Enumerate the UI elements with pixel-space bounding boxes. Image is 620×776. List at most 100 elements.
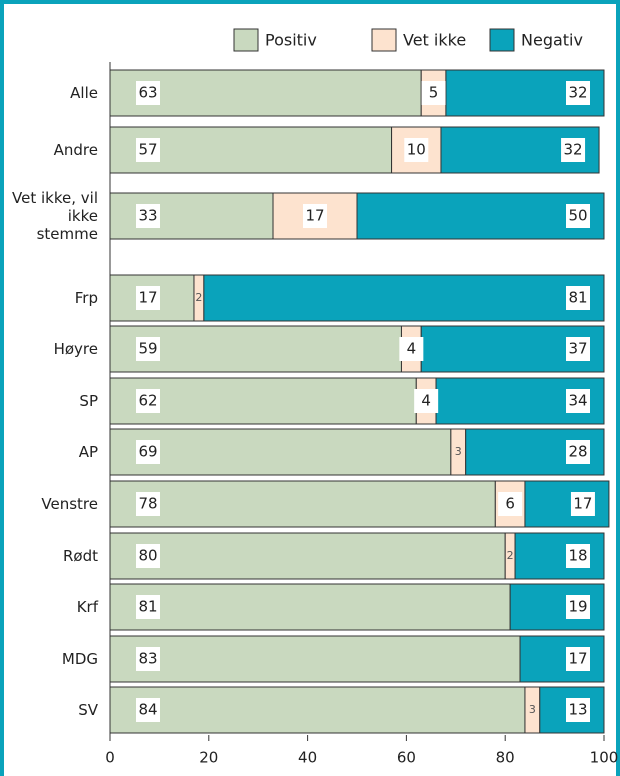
category-label: Alle [70,84,98,102]
value-label-bg [399,337,424,361]
legend-swatch [371,28,397,52]
legend-label: Vet ikke [403,31,466,50]
bar-segment [519,635,605,683]
x-tick-label: 80 [496,749,515,767]
value-label: 17 [138,289,157,307]
value-label: 80 [138,547,157,565]
value-label-bg [566,337,590,361]
value-label-bg [566,389,590,413]
legend-swatch [489,28,515,52]
bar-segment [109,635,521,683]
bar-segment [109,686,526,734]
x-tick-label: 100 [590,749,619,767]
bar-segment [356,192,605,240]
legend-label: Positiv [265,31,317,50]
value-label: 50 [568,207,587,225]
value-label-bg [566,544,590,568]
value-label-bg [414,389,439,413]
category-label: AP [78,443,98,461]
category-label: Vet ikke, vil ikke stemme [12,189,98,243]
legend-label: Negativ [521,31,583,50]
category-label: Høyre [53,340,98,358]
value-label-bg [566,204,590,228]
value-label: 17 [305,207,324,225]
value-label: 17 [573,495,592,513]
value-label: 32 [568,84,587,102]
value-label: 13 [568,701,587,719]
value-label-bg [421,81,446,105]
bar-segment [524,480,610,528]
category-label: Krf [76,598,98,616]
value-label: 3 [529,703,536,716]
value-label: 33 [138,207,157,225]
value-label: 4 [407,340,417,358]
value-label-bg [136,286,160,310]
value-label-bg [498,492,523,516]
legend-swatch [233,28,259,52]
value-label-bg [136,698,160,722]
category-label: SP [79,392,98,410]
value-label: 18 [568,547,587,565]
category-label: Frp [74,289,98,307]
value-label: 2 [195,291,202,304]
bar-segment [109,192,274,240]
value-label: 19 [568,598,587,616]
value-label: 63 [138,84,157,102]
value-label-bg [561,138,586,162]
value-label: 59 [138,340,157,358]
bar-segment [109,583,511,631]
value-label: 81 [568,289,587,307]
value-label: 17 [568,650,587,668]
value-label: 34 [568,392,587,410]
value-label-bg [136,647,160,671]
value-label-bg [566,647,590,671]
category-label: Rødt [62,547,98,565]
value-label: 6 [505,495,515,513]
bar-segment [203,274,605,322]
value-label-bg [136,389,160,413]
x-tick-label: 20 [199,749,218,767]
value-label: 32 [564,141,583,159]
value-label: 28 [568,443,587,461]
value-label-bg [136,544,160,568]
value-label-bg [566,698,590,722]
value-label-bg [136,337,160,361]
bar-segment [514,532,605,580]
value-label: 57 [138,141,157,159]
bar-segment [109,532,506,580]
value-label-bg [303,204,328,228]
value-label: 10 [407,141,426,159]
value-label: 37 [568,340,587,358]
value-label-bg [566,81,590,105]
value-label: 78 [138,495,157,513]
value-label: 84 [138,701,157,719]
x-tick-label: 40 [298,749,317,767]
bar-segment [109,480,496,528]
value-label: 83 [138,650,157,668]
value-label-bg [136,81,160,105]
value-label: 81 [138,598,157,616]
value-label-bg [570,492,595,516]
value-label: 4 [421,392,431,410]
value-label: 5 [429,84,439,102]
value-label-bg [136,440,160,464]
category-label: Andre [53,141,98,159]
value-label-bg [136,138,160,162]
bar-segment [109,428,452,476]
value-label-bg [566,595,590,619]
value-label: 62 [138,392,157,410]
value-label-bg [566,286,590,310]
x-tick-label: 60 [397,749,416,767]
value-label: 69 [138,443,157,461]
category-label: MDG [61,650,98,668]
x-tick-label: 0 [105,749,115,767]
value-label: 2 [507,549,514,562]
value-label: 3 [455,445,462,458]
value-label-bg [136,492,160,516]
value-label-bg [566,440,590,464]
value-label-bg [404,138,429,162]
category-label: Venstre [41,495,98,513]
